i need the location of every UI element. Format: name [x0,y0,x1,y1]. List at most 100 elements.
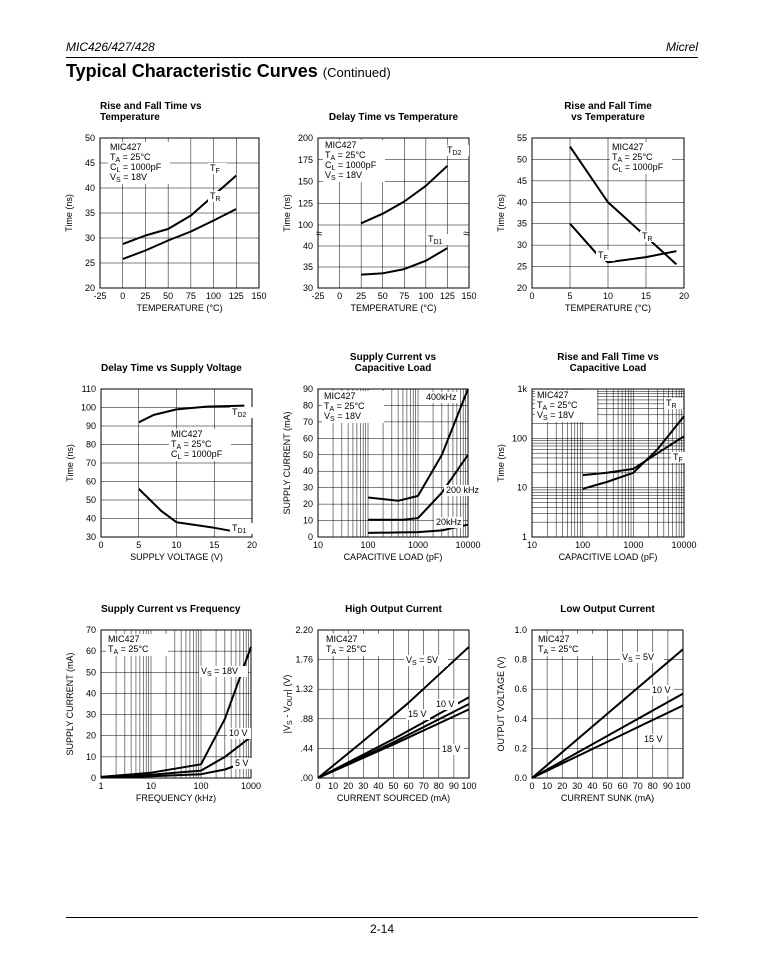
footer-rule [66,917,698,918]
series-label-text: TF​ [673,452,683,464]
y-tick-label: 70 [86,625,96,635]
x-tick-label: 1 [98,781,103,791]
grid [100,388,253,538]
series-label: VS​ = 18V [199,666,248,678]
x-tick-label: 15 [209,540,219,550]
series-label-text: 10 V [229,728,248,738]
grid [317,137,470,289]
series-label-text: TF​ [598,250,608,262]
series-label-bg [434,699,458,710]
series-line [138,488,245,535]
x-tick-label: 10 [542,781,552,791]
y-tick-label: 0 [91,773,96,783]
chart-4: Delay Time vs Supply Voltage 0 5 10 15 20 30 40… [65,363,257,562]
y-tick-label: 1 [522,532,527,542]
x-tick-label: 0 [529,781,534,791]
series-label: 400kHz [424,392,458,403]
series-label-bg [424,392,458,403]
y-tick-label: 0.0 [514,773,527,783]
series-label: 10 V [434,699,458,710]
series-label: 18 V [440,744,464,755]
condition-line: TA​ = 25°C [324,401,365,413]
x-tick-label: 40 [587,781,597,791]
chart-title: Supply Current vs [350,352,437,363]
y-tick-label: 45 [85,158,95,168]
x-tick-label: 100 [206,291,221,301]
series-line [122,174,237,245]
series-label: TF​ [208,163,227,175]
y-tick-label: 20 [85,283,95,293]
series-line [100,736,252,779]
x-tick-label: 70 [633,781,643,791]
x-tick-label: 0 [529,291,534,301]
x-tick-label: 5 [567,291,572,301]
condition-line: MIC427 [108,634,140,644]
x-tick-label: 10000 [671,540,696,550]
x-tick-label: 100 [675,781,690,791]
conditions-bg [536,634,598,656]
y-tick-label: 1k [517,384,527,394]
series-label-bg [434,517,463,528]
grid [531,137,685,289]
x-axis-label: SUPPLY VOLTAGE (V) [130,552,223,562]
x-tick-label: -25 [93,291,106,301]
x-tick-label: 0 [98,540,103,550]
condition-line: CL​ = 1000pF [612,162,664,174]
y-tick-label: 1.32 [295,684,313,694]
x-tick-label: 10 [146,781,156,791]
chart-title: High Output Current [345,604,442,615]
chart-title: Supply Current vs Frequency [101,604,241,615]
chart-title: Capacitive Load [355,363,432,374]
condition-line: TA​ = 25°C [110,152,151,164]
x-tick-label: 75 [186,291,196,301]
x-tick-label: 50 [602,781,612,791]
condition-line: TA​ = 25°C [538,644,579,656]
series-line [100,646,252,778]
axis-break-mark: ≈ [463,228,469,240]
x-tick-label: 75 [399,291,409,301]
conditions-bg [322,391,384,423]
series-label: TD1​ [230,523,254,535]
x-tick-label: 90 [663,781,673,791]
series-label-text: TR​ [666,398,677,410]
page-number: 2-14 [369,922,395,936]
x-tick-label: 0 [337,291,342,301]
y-tick-label: 0.8 [514,655,527,665]
x-tick-label: 50 [388,781,398,791]
y-tick-label: 0 [308,532,313,542]
y-tick-label: 50 [85,133,95,143]
y-tick-label: 30 [85,233,95,243]
series-label-bg [227,728,251,739]
y-tick-label: 25 [517,262,527,272]
chart-title: Low Output Current [560,604,655,615]
x-tick-label: 100 [418,291,433,301]
series-label-bg [445,145,469,156]
series-label: TD2​ [230,407,254,419]
x-tick-label: 1000 [623,540,643,550]
y-tick-label: 125 [298,198,313,208]
condition-line: MIC427 [171,429,203,439]
series-label-text: VS​ = 5V [406,655,438,667]
y-tick-label: 30 [86,532,96,542]
series-label-bg [233,758,252,769]
y-axis-label: SUPPLY CURRENT (mA) [282,411,292,514]
x-tick-label: 25 [140,291,150,301]
x-tick-label: 80 [434,781,444,791]
x-axis-label: TEMPERATURE (°C) [351,303,437,313]
series-label-bg [642,734,666,745]
section-title: Typical Characteristic Curves (Continued… [66,61,391,82]
x-axis-label: CURRENT SOURCED (mA) [337,793,450,803]
series-label-text: 10 V [436,699,455,709]
y-tick-label: 40 [517,197,527,207]
x-tick-label: 10 [171,540,181,550]
series-line [361,247,448,276]
condition-line: CL​ = 1000pF [325,160,377,172]
y-tick-label: 25 [85,258,95,268]
y-tick-label: 2.20 [295,625,313,635]
